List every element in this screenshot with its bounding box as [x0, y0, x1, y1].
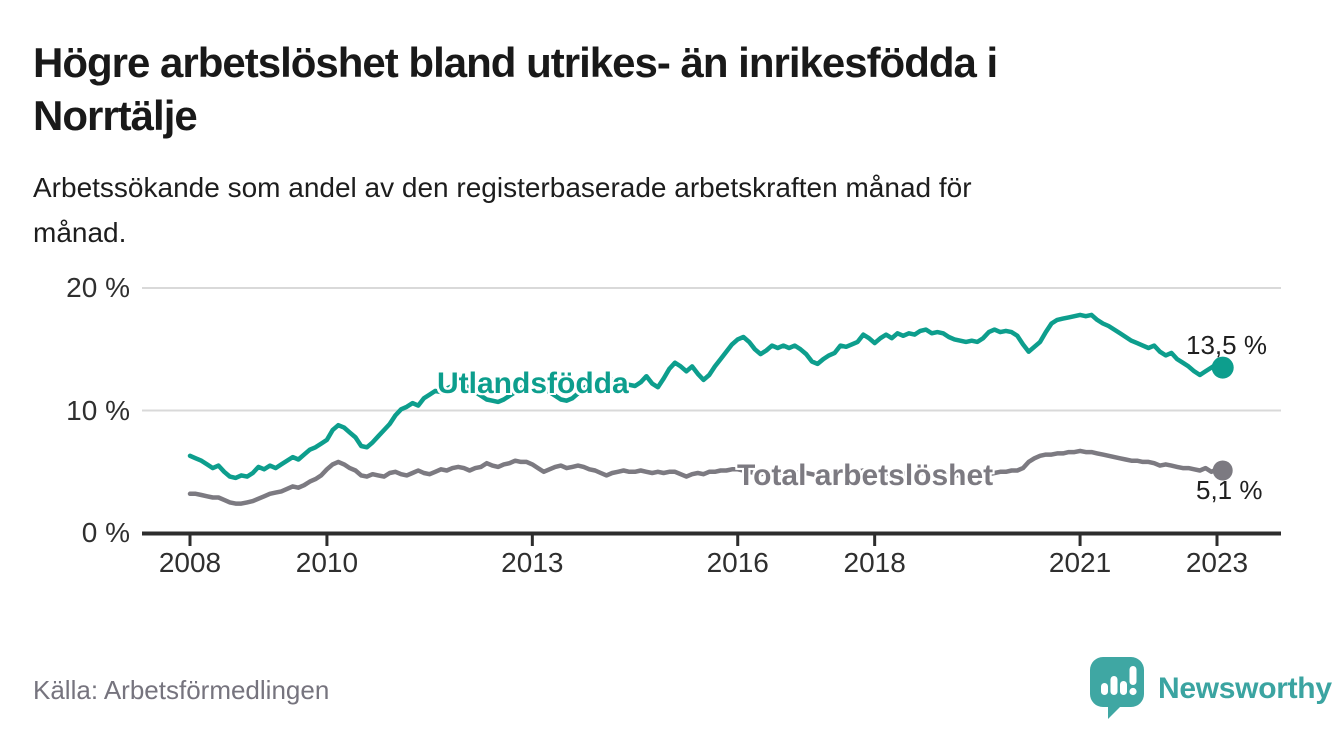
- y-tick-label-2: 0 %: [81, 517, 130, 548]
- newsworthy-logo: Newsworthy: [1088, 656, 1332, 720]
- series-line-total-arbetsl-shet: [187, 448, 1225, 506]
- page-title: Högre arbetslöshet bland utrikes- än inr…: [33, 36, 998, 142]
- y-tick-label-1: 10 %: [66, 394, 130, 426]
- x-tick-label-2023: 2023: [1185, 547, 1249, 578]
- x-tick-label-2018: 2018: [843, 547, 906, 578]
- chart-subtitle: Arbetssökande som andel av den registerb…: [33, 165, 972, 255]
- newsworthy-speech-bubble-icon: [1090, 657, 1144, 719]
- title-line-1: Högre arbetslöshet bland utrikes- än inr…: [33, 39, 998, 86]
- x-tick-label-2021: 2021: [1048, 547, 1112, 578]
- end-value-label-utlandsfodda: 13,5 %: [1186, 330, 1267, 360]
- x-tick-label-2010: 2010: [295, 547, 359, 578]
- newsworthy-wordmark: Newsworthy: [1158, 672, 1332, 705]
- series-label-total-arbetsloshet: Total arbetslöshet: [737, 459, 994, 492]
- exclamation-dot: [1129, 687, 1137, 696]
- series-line-utlandsf-dda: [187, 312, 1225, 481]
- bar-3: [1120, 681, 1127, 695]
- subtitle-line-1: Arbetssökande som andel av den registerb…: [33, 172, 972, 203]
- subtitle-line-2: månad.: [33, 217, 127, 248]
- y-tick-label-0: 20 %: [66, 272, 130, 303]
- series-label-utlandsfodda: Utlandsfödda: [437, 367, 629, 400]
- x-tick-label-2016: 2016: [706, 547, 769, 578]
- x-tick-label-2013: 2013: [501, 547, 564, 578]
- end-value-label-total: 5,1 %: [1196, 475, 1263, 505]
- title-line-2: Norrtälje: [33, 92, 198, 139]
- bar-1: [1101, 683, 1108, 695]
- x-tick-label-2008: 2008: [158, 547, 222, 578]
- bar-2: [1110, 676, 1118, 695]
- source-attribution: Källa: Arbetsförmedlingen: [33, 675, 330, 705]
- exclamation-stem: [1129, 666, 1137, 685]
